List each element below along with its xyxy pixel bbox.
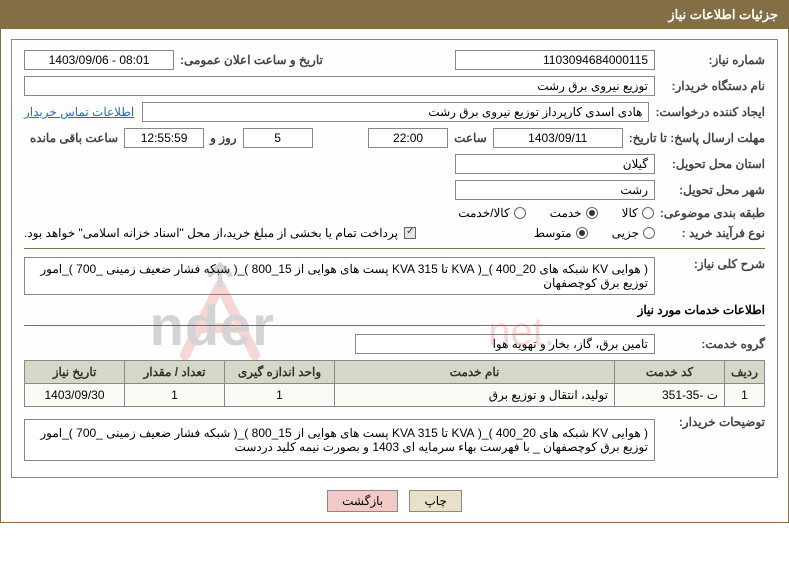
row-category: طبقه بندی موضوعی: کالا خدمت کالا/خدمت bbox=[24, 206, 765, 220]
process-label: نوع فرآیند خرید : bbox=[655, 226, 765, 240]
buyer-org-value: توزیع نیروی برق رشت bbox=[24, 76, 655, 96]
buyer-notes-value: ( هوایی KV شبکه های 20_400 )_( KVA تا KV… bbox=[24, 419, 655, 461]
row-deadline: مهلت ارسال پاسخ: تا تاریخ: 1403/09/11 سا… bbox=[24, 128, 765, 148]
pay-note-text: پرداخت تمام یا بخشی از مبلغ خرید،از محل … bbox=[24, 226, 398, 240]
radio-icon bbox=[576, 227, 588, 239]
radio-jozi-label: جزیی bbox=[612, 226, 639, 240]
row-buyer-org: نام دستگاه خریدار: توزیع نیروی برق رشت bbox=[24, 76, 765, 96]
td-code: ت -35-351 bbox=[615, 384, 725, 407]
td-date: 1403/09/30 bbox=[25, 384, 125, 407]
time-label: ساعت bbox=[448, 131, 493, 145]
remaining-days-value: 5 bbox=[243, 128, 313, 148]
services-table: ردیف کد خدمت نام خدمت واحد اندازه گیری ت… bbox=[24, 360, 765, 407]
td-name: تولید، انتقال و توزیع برق bbox=[335, 384, 615, 407]
th-code: کد خدمت bbox=[615, 361, 725, 384]
radio-khedmat-label: خدمت bbox=[550, 206, 582, 220]
radio-kala[interactable]: کالا bbox=[622, 206, 654, 220]
row-process: نوع فرآیند خرید : جزیی متوسط پرداخت تمام… bbox=[24, 226, 765, 240]
radio-kala-label: کالا bbox=[622, 206, 638, 220]
need-no-value: 1103094684000115 bbox=[455, 50, 655, 70]
radio-jozi[interactable]: جزیی bbox=[612, 226, 655, 240]
pay-checkbox[interactable] bbox=[404, 227, 416, 239]
th-qty: تعداد / مقدار bbox=[125, 361, 225, 384]
table-row: 1 ت -35-351 تولید، انتقال و توزیع برق 1 … bbox=[25, 384, 765, 407]
category-radios: کالا خدمت کالا/خدمت bbox=[458, 206, 654, 220]
category-label: طبقه بندی موضوعی: bbox=[654, 206, 765, 220]
service-group-value: تامین برق، گاز، بخار و تهویه هوا bbox=[355, 334, 655, 354]
page-title: جزئیات اطلاعات نیاز bbox=[668, 7, 778, 22]
row-province: استان محل تحویل: گیلان bbox=[24, 154, 765, 174]
pay-note-wrap: پرداخت تمام یا بخشی از مبلغ خرید،از محل … bbox=[24, 226, 416, 240]
buyer-notes-label: توضیحات خریدار: bbox=[655, 415, 765, 429]
city-value: رشت bbox=[455, 180, 655, 200]
contact-link[interactable]: اطلاعات تماس خریدار bbox=[24, 105, 134, 119]
table-header-row: ردیف کد خدمت نام خدمت واحد اندازه گیری ت… bbox=[25, 361, 765, 384]
th-name: نام خدمت bbox=[335, 361, 615, 384]
radio-icon bbox=[642, 207, 654, 219]
row-service-group: گروه خدمت: تامین برق، گاز، بخار و تهویه … bbox=[24, 334, 765, 354]
print-button[interactable]: چاپ bbox=[409, 490, 461, 512]
row-requester: ایجاد کننده درخواست: هادی اسدی کارپرداز … bbox=[24, 102, 765, 122]
province-label: استان محل تحویل: bbox=[655, 157, 765, 171]
divider bbox=[24, 325, 765, 326]
page-header: جزئیات اطلاعات نیاز bbox=[1, 1, 788, 29]
row-buyer-notes: توضیحات خریدار: ( هوایی KV شبکه های 20_4… bbox=[24, 415, 765, 461]
public-date-label: تاریخ و ساعت اعلان عمومی: bbox=[174, 53, 329, 67]
summary-label: شرح کلی نیاز: bbox=[655, 257, 765, 271]
need-no-label: شماره نیاز: bbox=[655, 53, 765, 67]
deadline-label: مهلت ارسال پاسخ: تا تاریخ: bbox=[623, 131, 765, 145]
requester-value: هادی اسدی کارپرداز توزیع نیروی برق رشت bbox=[142, 102, 649, 122]
summary-value: ( هوایی KV شبکه های 20_400 )_( KVA تا KV… bbox=[24, 257, 655, 295]
radio-kala-khedmat-label: کالا/خدمت bbox=[458, 206, 509, 220]
service-group-label: گروه خدمت: bbox=[655, 337, 765, 351]
deadline-date-value: 1403/09/11 bbox=[493, 128, 623, 148]
radio-icon bbox=[514, 207, 526, 219]
button-row: چاپ بازگشت bbox=[11, 490, 778, 512]
services-section-title: اطلاعات خدمات مورد نیاز bbox=[24, 303, 765, 317]
td-qty: 1 bbox=[125, 384, 225, 407]
radio-motevaset[interactable]: متوسط bbox=[534, 226, 588, 240]
buyer-org-label: نام دستگاه خریدار: bbox=[655, 79, 765, 93]
th-row: ردیف bbox=[725, 361, 765, 384]
row-summary: شرح کلی نیاز: ( هوایی KV شبکه های 20_400… bbox=[24, 257, 765, 295]
back-button[interactable]: بازگشت bbox=[327, 490, 398, 512]
remaining-time-value: 12:55:59 bbox=[124, 128, 204, 148]
th-date: تاریخ نیاز bbox=[25, 361, 125, 384]
td-unit: 1 bbox=[225, 384, 335, 407]
content-area: شماره نیاز: 1103094684000115 تاریخ و ساع… bbox=[1, 29, 788, 522]
divider bbox=[24, 248, 765, 249]
radio-icon bbox=[586, 207, 598, 219]
radio-icon bbox=[643, 227, 655, 239]
td-row: 1 bbox=[725, 384, 765, 407]
radio-motevaset-label: متوسط bbox=[534, 226, 572, 240]
process-radios: جزیی متوسط bbox=[534, 226, 655, 240]
requester-label: ایجاد کننده درخواست: bbox=[649, 105, 765, 119]
details-panel: شماره نیاز: 1103094684000115 تاریخ و ساع… bbox=[11, 39, 778, 478]
deadline-time-value: 22:00 bbox=[368, 128, 448, 148]
day-and-label: روز و bbox=[204, 131, 243, 145]
city-label: شهر محل تحویل: bbox=[655, 183, 765, 197]
province-value: گیلان bbox=[455, 154, 655, 174]
public-date-value: 1403/09/06 - 08:01 bbox=[24, 50, 174, 70]
radio-khedmat[interactable]: خدمت bbox=[550, 206, 598, 220]
th-unit: واحد اندازه گیری bbox=[225, 361, 335, 384]
row-need-number: شماره نیاز: 1103094684000115 تاریخ و ساع… bbox=[24, 50, 765, 70]
radio-kala-khedmat[interactable]: کالا/خدمت bbox=[458, 206, 525, 220]
remaining-label: ساعت باقی مانده bbox=[24, 131, 124, 145]
row-city: شهر محل تحویل: رشت bbox=[24, 180, 765, 200]
